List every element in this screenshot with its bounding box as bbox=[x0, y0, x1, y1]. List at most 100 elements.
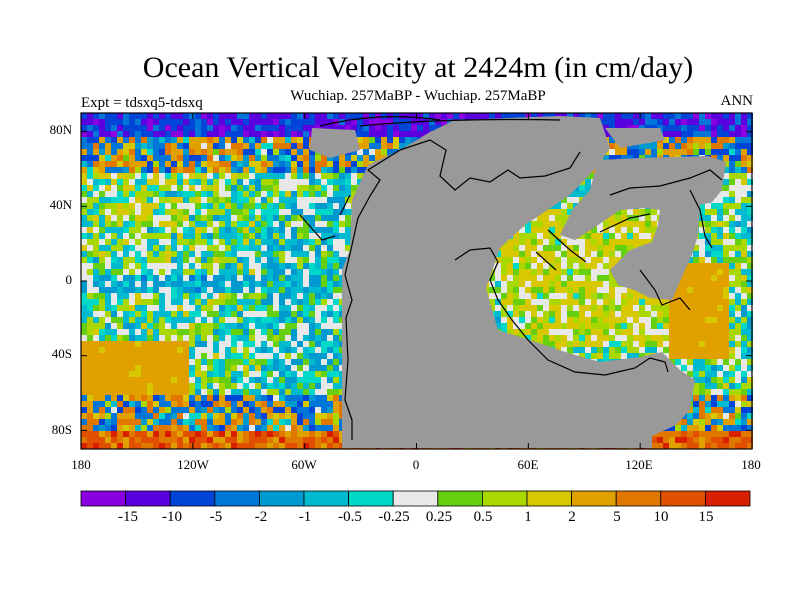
velocity-cell bbox=[303, 251, 309, 257]
velocity-cell bbox=[273, 335, 279, 341]
velocity-cell bbox=[117, 167, 123, 173]
velocity-cell bbox=[681, 419, 687, 425]
velocity-cell bbox=[279, 239, 285, 245]
velocity-cell bbox=[141, 155, 147, 161]
velocity-cell bbox=[207, 377, 213, 383]
velocity-cell bbox=[513, 329, 519, 335]
velocity-cell bbox=[207, 221, 213, 227]
velocity-cell bbox=[501, 299, 507, 305]
velocity-cell bbox=[699, 299, 705, 305]
velocity-cell bbox=[81, 287, 87, 293]
velocity-cell bbox=[291, 377, 297, 383]
velocity-cell bbox=[699, 389, 705, 395]
velocity-cell bbox=[93, 305, 99, 311]
velocity-cell bbox=[303, 233, 309, 239]
velocity-cell bbox=[279, 299, 285, 305]
velocity-cell bbox=[603, 245, 609, 251]
velocity-cell bbox=[213, 395, 219, 401]
velocity-cell bbox=[705, 131, 711, 137]
velocity-cell bbox=[153, 419, 159, 425]
velocity-cell bbox=[729, 131, 735, 137]
velocity-cell bbox=[603, 155, 609, 161]
velocity-cell bbox=[141, 161, 147, 167]
velocity-cell bbox=[567, 341, 573, 347]
velocity-cell bbox=[165, 317, 171, 323]
velocity-cell bbox=[189, 263, 195, 269]
velocity-cell bbox=[225, 371, 231, 377]
velocity-cell bbox=[93, 119, 99, 125]
velocity-cell bbox=[285, 419, 291, 425]
velocity-cell bbox=[603, 251, 609, 257]
velocity-cell bbox=[135, 425, 141, 431]
velocity-cell bbox=[87, 389, 93, 395]
velocity-cell bbox=[333, 329, 339, 335]
velocity-cell bbox=[219, 203, 225, 209]
velocity-cell bbox=[285, 155, 291, 161]
velocity-cell bbox=[243, 269, 249, 275]
velocity-cell bbox=[177, 353, 183, 359]
velocity-cell bbox=[351, 113, 357, 119]
velocity-cell bbox=[237, 305, 243, 311]
velocity-cell bbox=[663, 323, 669, 329]
velocity-cell bbox=[717, 233, 723, 239]
velocity-cell bbox=[177, 293, 183, 299]
velocity-cell bbox=[729, 329, 735, 335]
velocity-cell bbox=[105, 275, 111, 281]
velocity-cell bbox=[261, 287, 267, 293]
velocity-cell bbox=[261, 413, 267, 419]
velocity-cell bbox=[135, 185, 141, 191]
velocity-cell bbox=[621, 119, 627, 125]
velocity-cell bbox=[87, 215, 93, 221]
velocity-cell bbox=[387, 143, 393, 149]
velocity-cell bbox=[603, 323, 609, 329]
velocity-cell bbox=[579, 185, 585, 191]
velocity-cell bbox=[105, 131, 111, 137]
velocity-cell bbox=[117, 173, 123, 179]
velocity-cell bbox=[729, 383, 735, 389]
velocity-cell bbox=[189, 149, 195, 155]
velocity-cell bbox=[705, 149, 711, 155]
velocity-cell bbox=[171, 203, 177, 209]
velocity-cell bbox=[249, 359, 255, 365]
velocity-cell bbox=[93, 149, 99, 155]
velocity-cell bbox=[129, 167, 135, 173]
velocity-cell bbox=[81, 395, 87, 401]
velocity-cell bbox=[675, 143, 681, 149]
velocity-cell bbox=[609, 143, 615, 149]
velocity-cell bbox=[585, 239, 591, 245]
velocity-cell bbox=[723, 203, 729, 209]
velocity-cell bbox=[675, 293, 681, 299]
velocity-cell bbox=[699, 347, 705, 353]
velocity-cell bbox=[693, 137, 699, 143]
velocity-cell bbox=[351, 149, 357, 155]
velocity-cell bbox=[693, 269, 699, 275]
velocity-cell bbox=[189, 383, 195, 389]
velocity-cell bbox=[627, 233, 633, 239]
velocity-cell bbox=[339, 125, 345, 131]
velocity-cell bbox=[285, 293, 291, 299]
velocity-cell bbox=[579, 281, 585, 287]
velocity-cell bbox=[195, 239, 201, 245]
velocity-cell bbox=[255, 191, 261, 197]
velocity-cell bbox=[147, 227, 153, 233]
velocity-cell bbox=[693, 317, 699, 323]
velocity-cell bbox=[291, 143, 297, 149]
velocity-cell bbox=[405, 113, 411, 119]
velocity-cell bbox=[255, 155, 261, 161]
velocity-cell bbox=[141, 287, 147, 293]
velocity-cell bbox=[705, 371, 711, 377]
velocity-cell bbox=[699, 407, 705, 413]
velocity-cell bbox=[309, 185, 315, 191]
velocity-cell bbox=[267, 209, 273, 215]
velocity-cell bbox=[129, 413, 135, 419]
velocity-cell bbox=[345, 233, 351, 239]
velocity-cell bbox=[171, 353, 177, 359]
velocity-cell bbox=[135, 149, 141, 155]
velocity-cell bbox=[171, 311, 177, 317]
velocity-cell bbox=[375, 143, 381, 149]
velocity-cell bbox=[255, 173, 261, 179]
velocity-cell bbox=[123, 263, 129, 269]
velocity-cell bbox=[237, 215, 243, 221]
velocity-cell bbox=[741, 131, 747, 137]
velocity-cell bbox=[225, 251, 231, 257]
